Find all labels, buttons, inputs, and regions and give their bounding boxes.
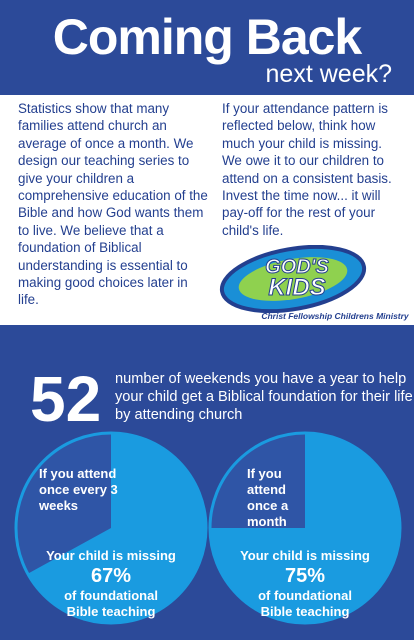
logo-text: KIDS (268, 274, 325, 301)
pie-slice (210, 433, 400, 623)
suffix-text: of foundational Bible teaching (258, 588, 352, 619)
subtitle: next week? (265, 60, 392, 88)
logo-fill (238, 257, 348, 301)
suffix-text: of foundational Bible teaching (64, 588, 158, 619)
logo: GOD'S KIDS Christ Fellowship Childrens M… (219, 245, 410, 321)
percent-label: 75% (284, 565, 326, 587)
header-band (0, 0, 414, 95)
percent-label: 67% (90, 565, 132, 587)
pie-slice (27, 433, 206, 623)
stat-text: number of weekends you have a year to he… (115, 371, 413, 423)
missing-text: Your child is missing (46, 548, 176, 563)
logo-text: GOD'S (265, 256, 329, 278)
pie-charts (14, 431, 402, 625)
attend-text: If you attend once every 3 weeks (39, 466, 118, 513)
stat-number: 52 (30, 363, 102, 435)
attend-text: If you attend once a month (247, 466, 289, 529)
paragraph: Statistics show that many families atten… (18, 101, 208, 308)
paragraph: If your attendance pattern is reflected … (222, 101, 392, 238)
missing-text: Your child is missing (240, 548, 370, 563)
logo-tagline: Christ Fellowship Childrens Ministry (261, 311, 410, 321)
title: Coming Back (52, 9, 363, 65)
